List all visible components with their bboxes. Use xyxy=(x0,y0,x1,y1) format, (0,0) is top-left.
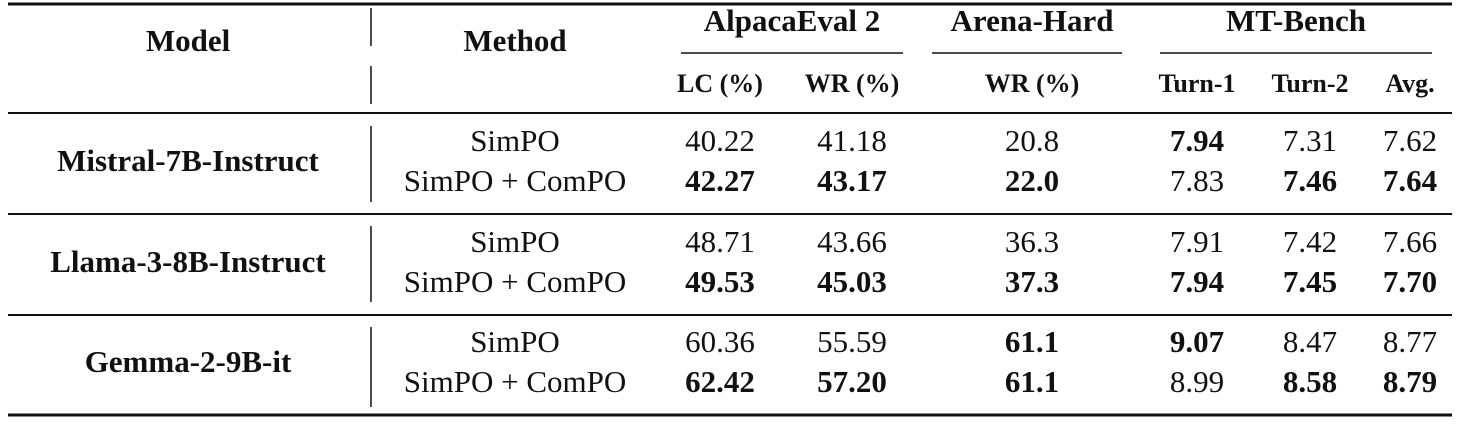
cell-value: 7.31 xyxy=(1283,123,1337,158)
cell-value: 7.91 xyxy=(1170,224,1224,259)
cell-value: 45.03 xyxy=(817,264,887,299)
column-header: LC (%) xyxy=(677,69,763,98)
cell-value: 8.47 xyxy=(1283,324,1337,359)
model-name: Mistral-7B-Instruct xyxy=(57,143,319,178)
cell-value: 8.77 xyxy=(1383,324,1437,359)
cell-value: 55.59 xyxy=(817,324,887,359)
cell-value: 7.45 xyxy=(1283,264,1337,299)
cell-value: 40.22 xyxy=(685,123,755,158)
method-name: SimPO xyxy=(470,324,560,359)
cell-value: 7.94 xyxy=(1170,264,1224,299)
model-name: Llama-3-8B-Instruct xyxy=(50,244,326,279)
cell-value: 22.0 xyxy=(1005,163,1059,198)
model-name: Gemma-2-9B-it xyxy=(85,344,292,379)
model-header: Model xyxy=(146,23,231,58)
cell-value: 60.36 xyxy=(685,324,755,359)
cell-value: 8.99 xyxy=(1170,364,1224,399)
group-header: MT-Bench xyxy=(1226,3,1366,38)
cell-value: 48.71 xyxy=(685,224,755,259)
cell-value: 7.46 xyxy=(1283,163,1337,198)
group-header: Arena-Hard xyxy=(950,3,1113,38)
cell-value: 8.58 xyxy=(1283,364,1337,399)
cell-value: 43.66 xyxy=(817,224,887,259)
cell-value: 62.42 xyxy=(685,364,755,399)
method-name: SimPO + ComPO xyxy=(404,364,627,399)
cell-value: 7.70 xyxy=(1383,264,1437,299)
cell-value: 7.42 xyxy=(1283,224,1337,259)
cell-value: 9.07 xyxy=(1170,324,1224,359)
method-name: SimPO xyxy=(470,123,560,158)
cell-value: 61.1 xyxy=(1005,364,1059,399)
group-header: AlpacaEval 2 xyxy=(704,3,881,38)
cell-value: 7.64 xyxy=(1383,163,1437,198)
column-header: Turn-1 xyxy=(1158,69,1235,98)
column-header: Turn-2 xyxy=(1271,69,1348,98)
column-header: Avg. xyxy=(1385,69,1434,98)
method-name: SimPO + ComPO xyxy=(404,264,627,299)
cell-value: 20.8 xyxy=(1005,123,1059,158)
cell-value: 43.17 xyxy=(817,163,887,198)
cell-value: 36.3 xyxy=(1005,224,1059,259)
cell-value: 49.53 xyxy=(685,264,755,299)
cell-value: 7.83 xyxy=(1170,163,1224,198)
column-header: WR (%) xyxy=(805,69,900,98)
cell-value: 37.3 xyxy=(1005,264,1059,299)
method-name: SimPO + ComPO xyxy=(404,163,627,198)
cell-value: 7.66 xyxy=(1383,224,1437,259)
method-name: SimPO xyxy=(470,224,560,259)
column-header: WR (%) xyxy=(985,69,1080,98)
cell-value: 41.18 xyxy=(817,123,887,158)
cell-value: 7.94 xyxy=(1170,123,1224,158)
method-header: Method xyxy=(463,23,566,58)
cell-value: 42.27 xyxy=(685,163,755,198)
cell-value: 61.1 xyxy=(1005,324,1059,359)
cell-value: 7.62 xyxy=(1383,123,1437,158)
cell-value: 8.79 xyxy=(1383,364,1437,399)
cell-value: 57.20 xyxy=(817,364,887,399)
